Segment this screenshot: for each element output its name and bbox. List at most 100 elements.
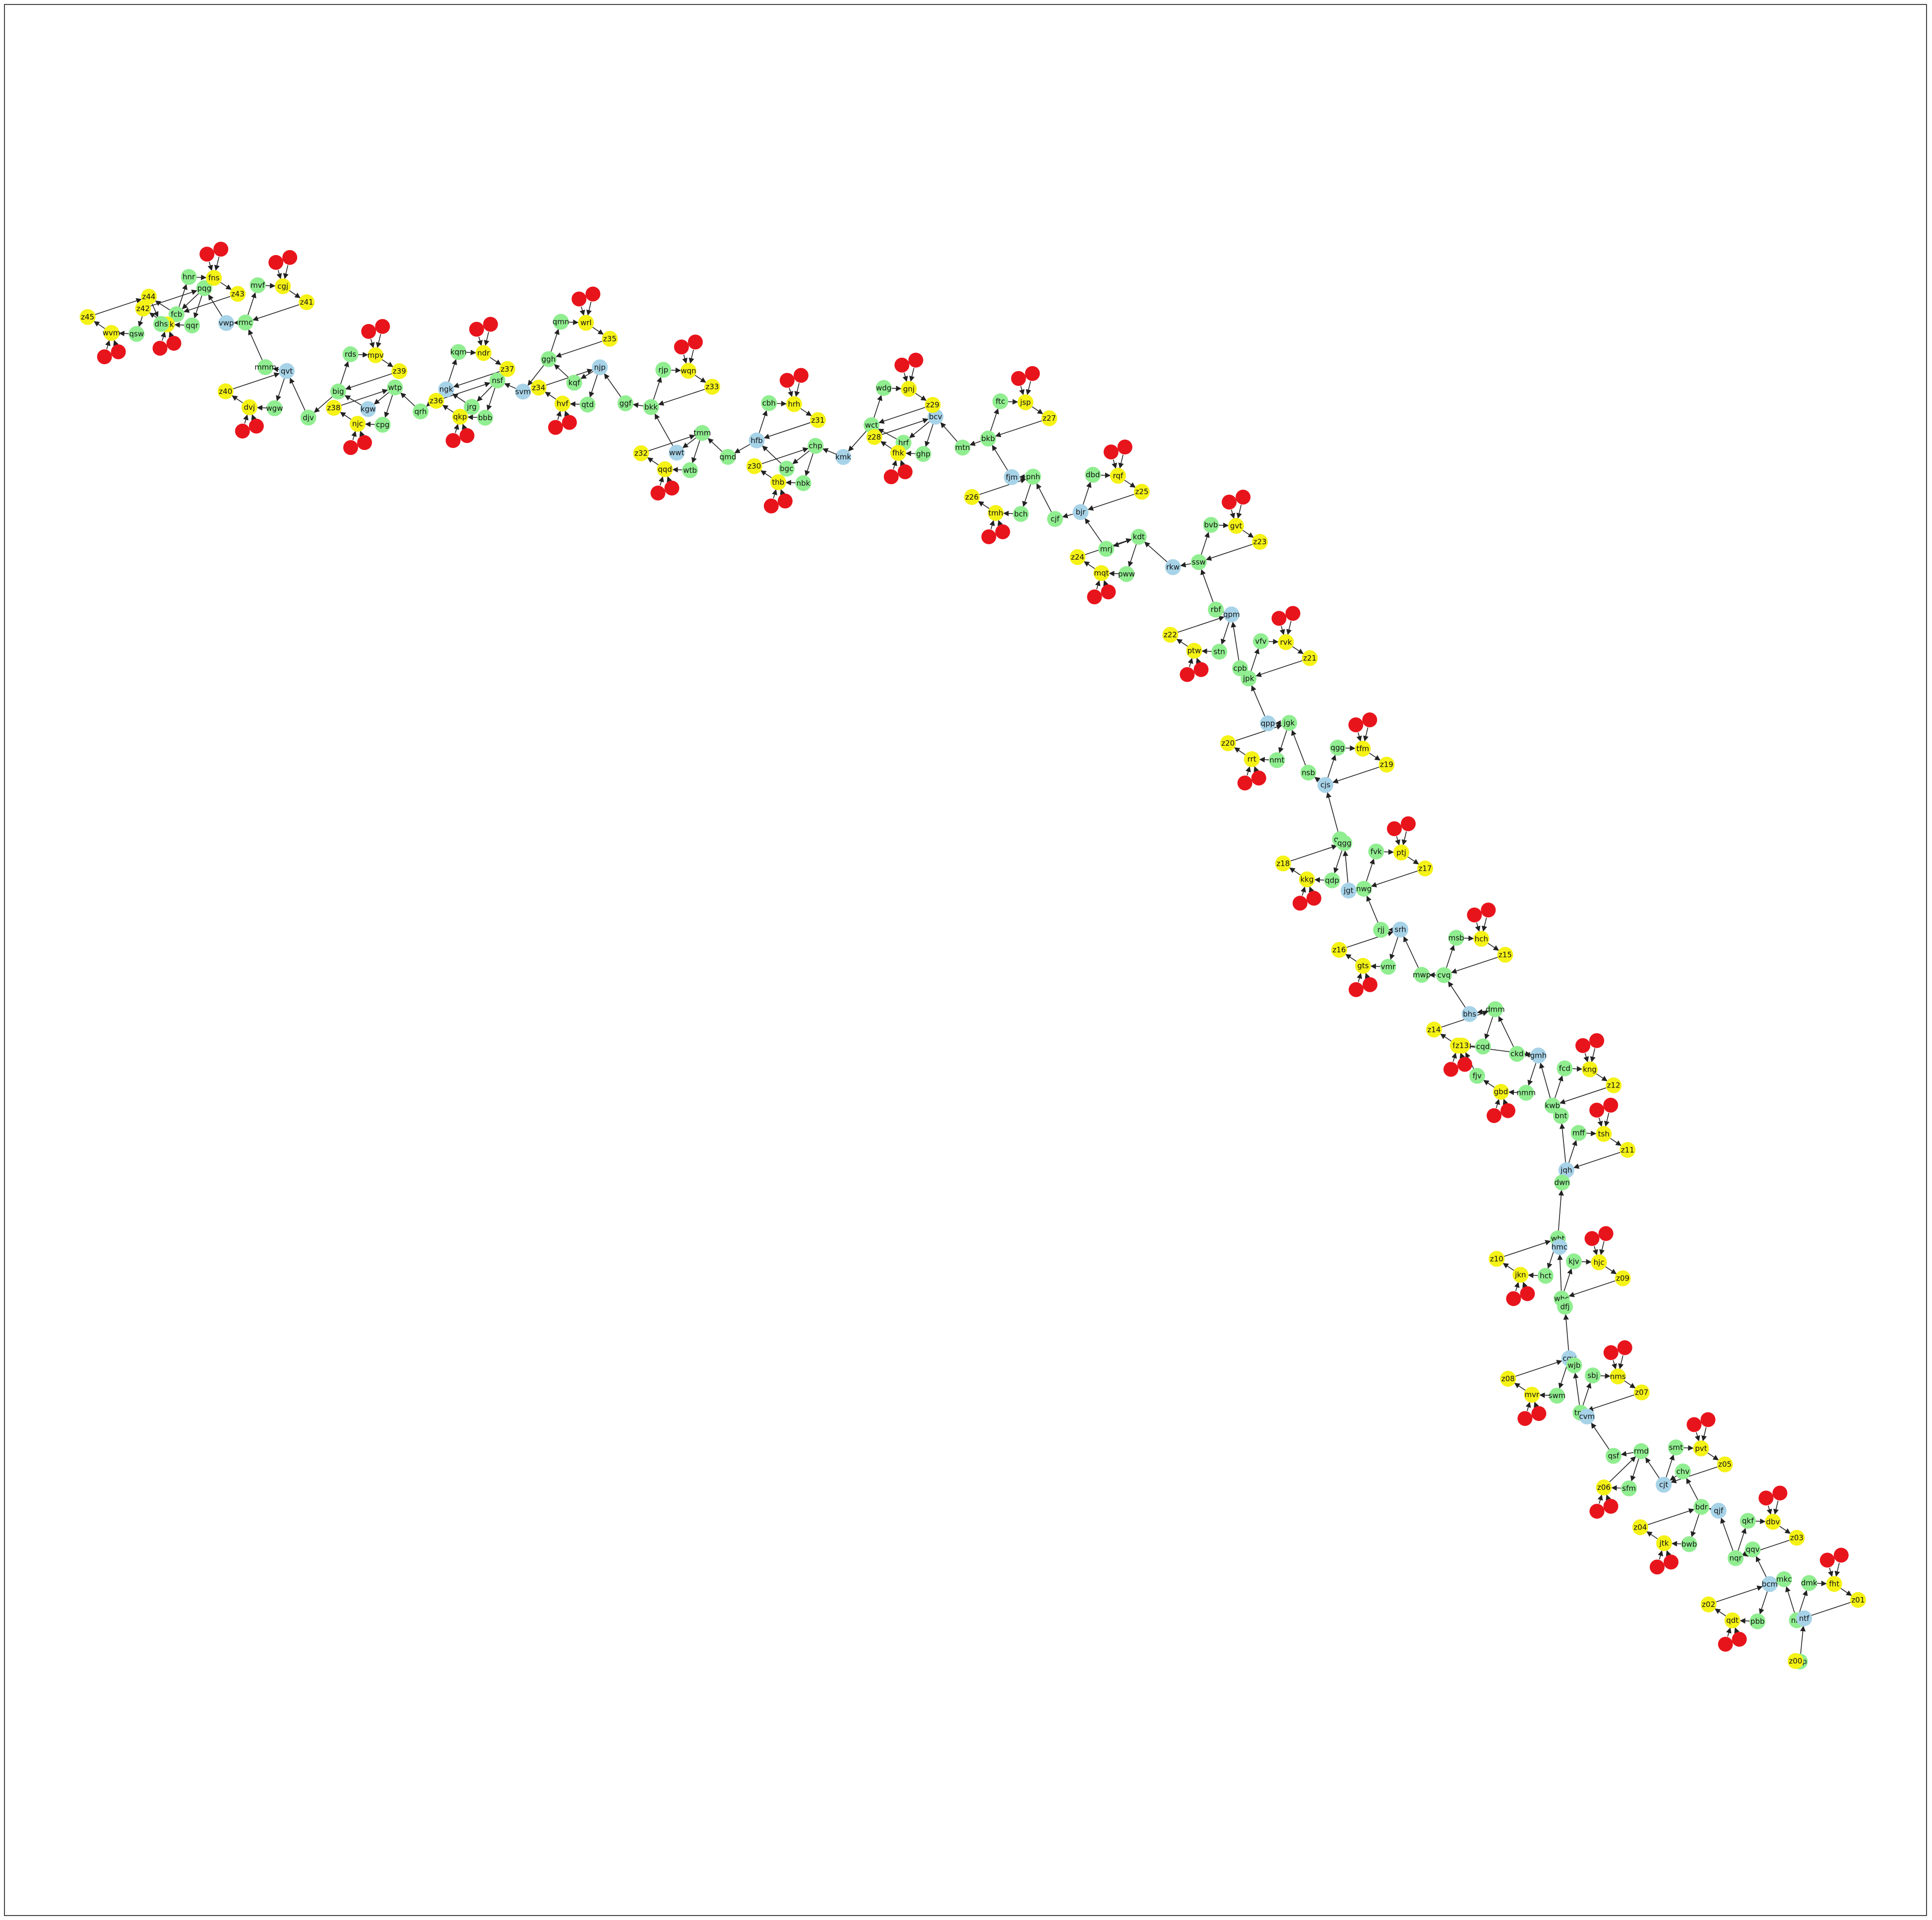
- node-circle: [1244, 751, 1260, 768]
- node-bvb: bvb: [1203, 516, 1219, 533]
- node-vwp: vwp: [218, 315, 235, 331]
- node-fcd: fcd: [1557, 1060, 1573, 1077]
- node-circle: [1220, 735, 1236, 752]
- node-jrg: jrg: [464, 399, 480, 415]
- edge-red-43-1-fht: [1834, 1563, 1840, 1577]
- node-circle: [103, 325, 120, 341]
- edge-nrs-dmk: [1799, 1590, 1808, 1613]
- node-circle: [1557, 1298, 1573, 1315]
- node-z05: z05: [1717, 1456, 1733, 1472]
- node-red-32-1: [1500, 1103, 1516, 1118]
- node-pww: pww: [1118, 566, 1135, 582]
- node-label: z25: [1135, 487, 1148, 496]
- node-label: rmc: [239, 318, 253, 327]
- node-qqr: qqr: [184, 317, 200, 333]
- node-label: qmd: [720, 452, 737, 461]
- edge-fhk-z28: [880, 441, 892, 449]
- edge-nms-z07: [1624, 1380, 1636, 1389]
- node-pvt: pvt: [1693, 1440, 1709, 1457]
- node-label: nqr: [1729, 1554, 1742, 1563]
- node-circle: [664, 480, 680, 496]
- node-label: z09: [1616, 1274, 1629, 1283]
- node-thb: thb: [770, 474, 786, 490]
- edge-red-14-1-thb: [780, 489, 786, 496]
- node-circle: [166, 335, 182, 351]
- edge-red-15-1-gnj: [909, 368, 915, 382]
- node-circle: [361, 324, 376, 339]
- node-label: mvr: [1525, 1390, 1540, 1399]
- edge-jtk-z04: [1646, 1531, 1658, 1539]
- node-kmk: kmk: [835, 449, 851, 465]
- edge-red-37-0-nms: [1612, 1360, 1617, 1370]
- edge-ggh-qmn: [551, 328, 560, 352]
- edge-red-26-1-kkg: [1309, 886, 1314, 893]
- node-circle: [391, 363, 408, 380]
- edge-tsh-z11: [1610, 1138, 1621, 1146]
- node-label: qpm: [1223, 610, 1240, 619]
- edge-hfb-qmd: [734, 444, 750, 453]
- node-circle: [1710, 1502, 1727, 1519]
- node-circle: [1093, 565, 1110, 581]
- node-label: kdt: [1133, 532, 1145, 541]
- node-label: z38: [327, 403, 340, 412]
- node-circle: [1740, 1513, 1756, 1529]
- node-label: rds: [345, 350, 356, 359]
- edge-thb-z30: [760, 470, 772, 478]
- edge-red-13-0-hrh: [788, 387, 793, 397]
- edge-red-17-1-jsp: [1026, 381, 1031, 395]
- node-circle: [374, 417, 391, 433]
- node-circle: [1589, 1033, 1605, 1048]
- edge-red-1-1-fns: [214, 256, 220, 271]
- edge-red-36-1-mvr: [1534, 1402, 1539, 1408]
- node-circle: [1110, 468, 1126, 484]
- edge-red-28-0-gts: [1357, 973, 1363, 982]
- node-circle: [199, 247, 215, 262]
- node-red-17-1: [1025, 366, 1040, 381]
- edge-red-26-0-kkg: [1301, 886, 1306, 896]
- node-red-8-1: [459, 428, 475, 443]
- node-circle: [995, 524, 1010, 539]
- node-cvq: cvq: [1436, 967, 1452, 983]
- edge-red-21-1-gvt: [1236, 505, 1242, 519]
- node-kng: kng: [1582, 1061, 1598, 1078]
- node-label: qqr: [186, 321, 199, 330]
- edge-red-22-0-ptw: [1187, 657, 1193, 667]
- node-z20: z20: [1220, 735, 1236, 752]
- node-circle: [1489, 1251, 1505, 1267]
- node-label: bkb: [981, 434, 995, 443]
- node-circle: [464, 399, 480, 415]
- node-circle: [1469, 1068, 1486, 1084]
- node-label: bcm: [1762, 1580, 1778, 1589]
- node-red-6-0: [343, 440, 358, 455]
- node-label: srh: [1395, 925, 1406, 934]
- node-label: z42: [136, 304, 150, 313]
- node-circle: [1436, 967, 1452, 983]
- node-red-24-0: [1237, 775, 1252, 791]
- edge-red-12-1-qqd: [667, 476, 672, 483]
- node-circle: [343, 440, 358, 455]
- node-label: z24: [1071, 553, 1084, 562]
- node-tfm: tfm: [1355, 741, 1371, 757]
- node-circle: [1565, 1253, 1582, 1270]
- node-label: svm: [515, 387, 531, 396]
- node-z03: z03: [1789, 1530, 1805, 1546]
- edge-mqt-z24: [1083, 561, 1095, 569]
- node-circle: [477, 409, 494, 426]
- edge-bcv-ghp: [925, 424, 934, 447]
- node-ptj: ptj: [1393, 844, 1410, 861]
- edge-tnp-wjb: [1573, 1372, 1580, 1405]
- edge-red-4-0-dvj: [243, 414, 249, 424]
- node-label: njc: [352, 419, 363, 428]
- node-cjf: cjf: [1047, 511, 1063, 527]
- node-label: chp: [809, 442, 822, 450]
- node-z14: z14: [1426, 1022, 1442, 1038]
- node-fcb: fcb: [168, 306, 185, 322]
- node-circle: [153, 316, 169, 332]
- node-red-19-1: [1117, 440, 1132, 455]
- edge-nwg-fvk: [1366, 858, 1375, 882]
- node-z39: z39: [391, 363, 408, 380]
- node-z43: z43: [230, 286, 246, 302]
- node-red-2-1: [166, 335, 182, 351]
- node-red-29-0: [1467, 907, 1482, 923]
- node-label: z06: [1597, 1483, 1611, 1492]
